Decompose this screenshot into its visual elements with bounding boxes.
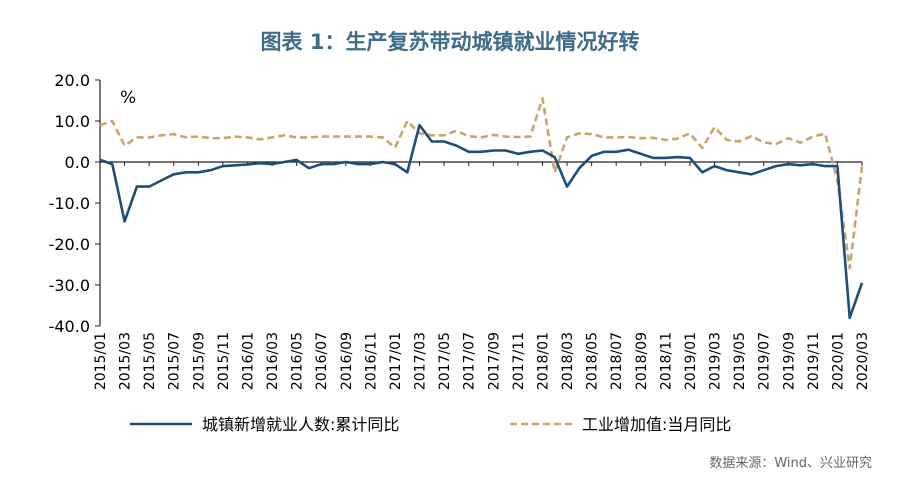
y-tick-label: 20.0 [54,71,90,90]
x-tick-label: 2015/11 [216,332,232,390]
y-tick-label: 10.0 [54,112,90,131]
x-tick-label: 2017/07 [462,332,478,390]
y-axis: 20.0 10.0 0.0 -10.0 -20.0 -30.0 -40.0 [49,71,101,336]
x-tick-label: 2017/03 [413,332,429,390]
x-axis: 2015/01 2015/03 2015/05 2015/07 2015/09 2015/… [93,161,871,390]
x-tick-label: 2018/05 [585,332,601,390]
legend-label: 城镇新增就业人数:累计同比 [202,415,399,434]
x-tick-label: 2016/05 [290,332,306,390]
x-tick-label: 2019/01 [683,332,699,390]
series-line-employment [99,123,864,320]
x-tick-label: 2016/03 [265,332,281,390]
x-tick-label: 2018/07 [609,332,625,390]
legend-label: 工业增加值:当月同比 [582,415,731,434]
x-tick-label: 2016/11 [363,332,379,390]
x-tick-label: 2019/09 [781,332,797,390]
legend: 城镇新增就业人数:累计同比 工业增加值:当月同比 [130,415,731,434]
x-tick-label: 2018/01 [535,332,551,390]
x-tick-label: 2016/09 [339,332,355,390]
chart-title: 图表 1：生产复苏带动城镇就业情况好转 [260,30,640,54]
x-tick-label: 2019/07 [757,332,773,390]
x-tick-label: 2019/05 [732,332,748,390]
y-unit-label: % [120,88,136,108]
x-tick-label: 2020/03 [855,332,871,390]
y-tick-label: -40.0 [49,317,90,336]
x-tick-label: 2019/11 [806,332,822,390]
y-tick-label: -30.0 [49,276,90,295]
x-tick-label: 2015/03 [118,332,134,390]
source-note: 数据来源：Wind、兴业研究 [709,456,872,471]
x-tick-label: 2020/01 [830,332,846,390]
y-tick-label: -10.0 [49,194,90,213]
x-tick-label: 2018/11 [658,332,674,390]
x-tick-label: 2015/07 [167,332,183,390]
x-tick-label: 2017/09 [486,332,502,390]
x-tick-label: 2016/07 [314,332,330,390]
x-tick-label: 2017/01 [388,332,404,390]
x-tick-label: 2019/03 [708,332,724,390]
x-tick-label: 2016/01 [240,332,256,390]
x-tick-label: 2015/01 [93,332,109,390]
x-tick-label: 2017/05 [437,332,453,390]
x-tick-label: 2018/03 [560,332,576,390]
y-tick-label: 0.0 [65,153,90,172]
y-tick-label: -20.0 [49,235,90,254]
series-lines [99,97,864,320]
x-tick-label: 2015/05 [142,332,158,390]
x-tick-label: 2017/11 [511,332,527,390]
series-line-industrial [99,97,864,270]
x-tick-label: 2018/09 [634,332,650,390]
x-tick-label: 2015/09 [191,332,207,390]
